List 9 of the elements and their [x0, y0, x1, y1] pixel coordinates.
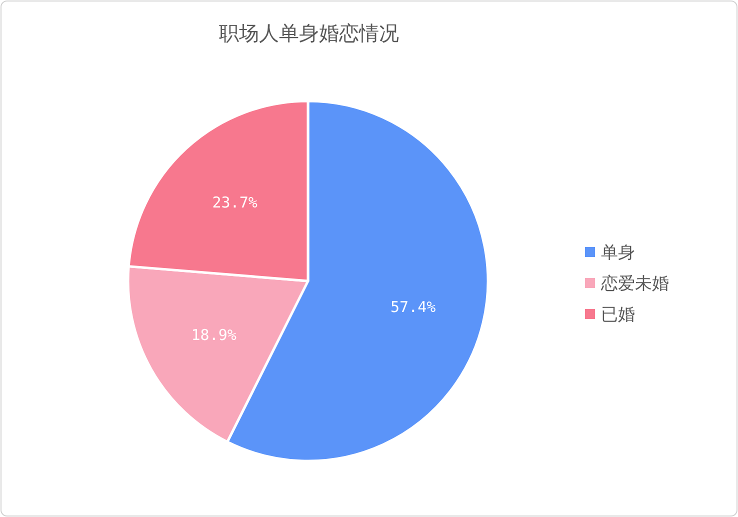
pie-slice	[127, 100, 310, 282]
data-label: 57.4%	[390, 298, 436, 316]
chart-title: 职场人单身婚恋情况	[219, 21, 399, 45]
legend-label: 单身	[601, 243, 635, 263]
data-label: 18.9%	[191, 326, 236, 344]
legend-label: 恋爱未婚	[600, 274, 669, 294]
legend-label: 已婚	[601, 305, 635, 325]
pie-slice	[126, 265, 310, 444]
data-label: 23.7%	[212, 194, 258, 212]
